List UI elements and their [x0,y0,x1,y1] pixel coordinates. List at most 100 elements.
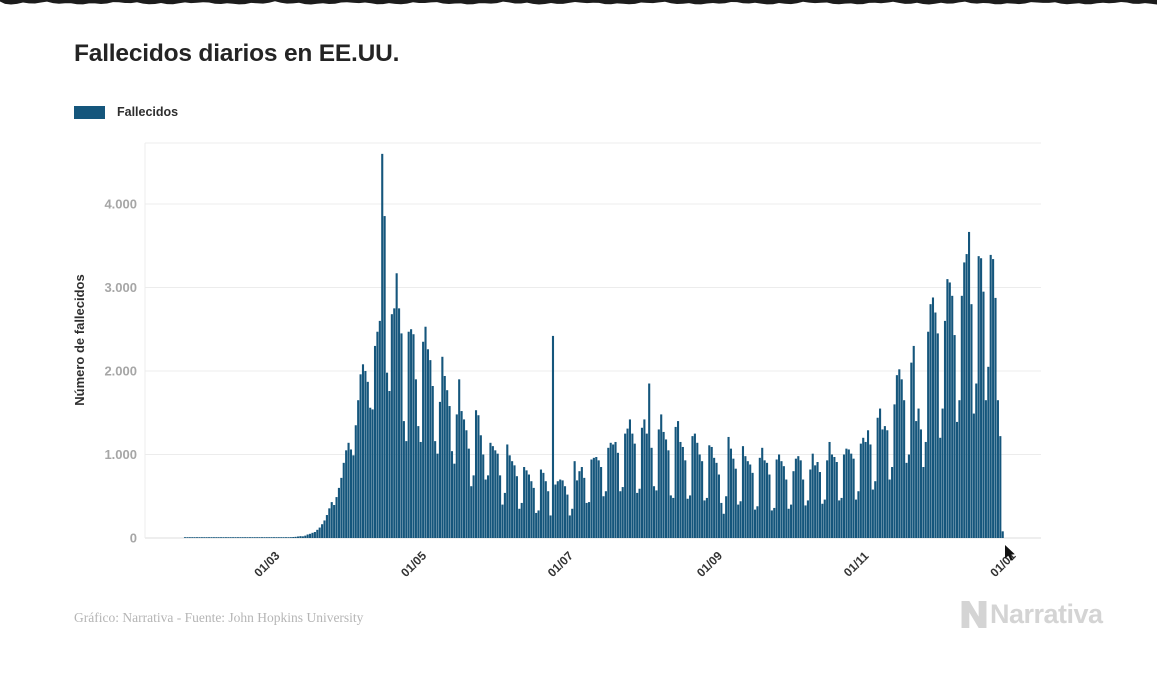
bar [309,533,312,538]
bar [349,449,353,538]
bar [501,504,504,538]
bar [236,537,239,538]
x-tick-label: 01/09 [694,548,725,579]
bar [438,401,441,538]
bar [470,486,473,538]
bar [573,461,576,538]
bar [270,537,273,538]
bar [850,453,853,538]
bar [460,411,463,538]
bar [292,537,295,538]
bar [489,442,492,538]
bar [297,536,300,538]
torn-edge-decoration [0,0,1157,5]
bar [852,458,855,538]
bar [554,484,557,538]
bar [323,520,326,538]
bar [869,444,872,538]
bar [701,461,704,538]
bar [828,441,831,538]
legend-label: Fallecidos [117,105,179,119]
bar [888,479,891,538]
bar [968,231,971,538]
bar [604,491,607,538]
bar [821,503,824,538]
bar [263,537,266,538]
bar [205,537,208,538]
bar [727,436,730,538]
bar [325,515,328,538]
bar [383,216,386,538]
bar [912,345,915,538]
bar [600,467,603,538]
bar [441,356,444,538]
bar [260,537,264,538]
bar [720,502,723,538]
y-axis-title: Número de fallecidos [72,274,87,405]
bar [318,527,321,538]
bar [631,433,634,538]
bar [424,326,427,538]
bar [751,472,754,538]
bar [684,460,687,538]
bar [563,486,567,538]
narrativa-n-icon [961,601,987,628]
bar [619,491,622,538]
bar [299,536,302,538]
bar [958,400,961,538]
bar [592,457,595,538]
bar [369,407,372,538]
bar [448,406,451,538]
chart-legend: Fallecidos [74,105,178,119]
bar [258,537,261,538]
bar [337,487,340,538]
bar [200,537,203,538]
bar [705,497,708,538]
bar [547,491,550,538]
bar [691,436,694,538]
bar [924,441,927,538]
bar [431,386,434,538]
bar [568,515,571,538]
bar [826,460,829,538]
bar [455,414,458,538]
bar [446,390,449,538]
bar [239,537,242,538]
bar [931,297,935,538]
bar [838,500,841,538]
bar [778,454,781,538]
page-title: Fallecidos diarios en EE.UU. [74,40,400,67]
bar [284,537,288,538]
bar [183,537,187,538]
bar [732,458,735,538]
bar [816,462,819,538]
bar [802,479,805,538]
bar [903,400,906,538]
bar [191,537,194,538]
bar [518,508,521,538]
bar [532,487,535,538]
bar [222,537,225,538]
bar [595,457,598,538]
bar [845,448,848,538]
bar [972,413,975,538]
bar [248,537,252,538]
bar [977,256,980,538]
bar [922,467,925,538]
bar [710,446,713,538]
bar [859,443,862,538]
bar [417,426,420,538]
bar [804,505,807,538]
bar [674,426,677,538]
bar [910,362,913,538]
bar [301,536,304,538]
bar [900,379,903,538]
bar [621,487,624,538]
bar [1001,531,1004,538]
bar [306,534,309,538]
bar [525,470,528,538]
bar [763,460,766,538]
bar [333,505,336,538]
bar [881,429,884,538]
bar [939,437,942,538]
